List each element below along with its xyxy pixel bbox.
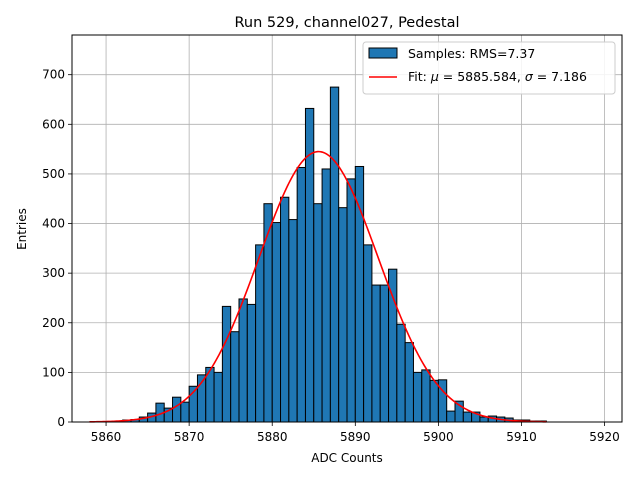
- histogram-bar: [346, 178, 356, 423]
- histogram-bar: [213, 371, 223, 423]
- histogram-bar: [238, 298, 248, 423]
- x-tick-label: 5880: [257, 430, 288, 444]
- y-tick-label: 500: [42, 167, 65, 181]
- histogram-bar: [271, 222, 282, 423]
- x-tick-label: 5870: [174, 430, 205, 444]
- histogram-bar: [371, 284, 381, 423]
- legend-fit-mu-value: = 5885.584,: [439, 69, 525, 84]
- x-axis-label: ADC Counts: [311, 451, 383, 465]
- y-tick-label: 600: [42, 117, 65, 131]
- fit-curve: [89, 150, 547, 423]
- y-tick-label: 100: [42, 365, 65, 379]
- histogram-bar: [313, 203, 323, 423]
- histogram-bar: [296, 166, 306, 423]
- histogram-bar: [429, 379, 439, 423]
- histogram-bar: [180, 401, 190, 423]
- histogram-bar: [412, 371, 423, 423]
- histogram-bar: [354, 165, 365, 423]
- legend-fit-label: Fit: μ = 5885.584, σ = 7.186: [408, 69, 587, 84]
- y-tick-label: 400: [42, 217, 65, 231]
- histogram-bar: [221, 305, 232, 423]
- x-tick-label: 5890: [340, 430, 371, 444]
- legend-histogram-label: Samples: RMS=7.37: [408, 46, 535, 61]
- x-tick-label: 5920: [589, 430, 620, 444]
- histogram-bar: [462, 411, 473, 423]
- histogram-bar: [404, 342, 414, 423]
- histogram-bar: [388, 268, 398, 423]
- histogram-bar: [280, 196, 290, 423]
- histogram-bar: [338, 207, 348, 423]
- histogram-bar: [172, 396, 182, 423]
- y-tick-label: 300: [42, 266, 65, 280]
- histogram-bar: [263, 203, 273, 423]
- legend-fit-prefix: Fit:: [408, 69, 431, 84]
- histogram-bar: [396, 323, 406, 423]
- histogram-bar: [246, 303, 257, 423]
- legend-fit-sigma-value: = 7.186: [533, 69, 587, 84]
- histogram-bar: [255, 244, 265, 423]
- x-axis-ticks: 5860 5870 5880 5890 5900 5910 5920: [91, 422, 620, 444]
- y-tick-label: 0: [57, 415, 65, 429]
- legend-box: [362, 41, 616, 95]
- x-tick-label: 5910: [506, 430, 537, 444]
- y-axis-label: Entries: [15, 208, 29, 250]
- histogram-bar: [421, 369, 431, 423]
- histogram-bar: [329, 86, 340, 423]
- legend: Samples: RMS=7.37 Fit: μ = 5885.584, σ =…: [362, 41, 616, 95]
- y-axis-ticks: 0 100 200 300 400 500 600 700: [42, 68, 72, 429]
- histogram-bar: [363, 244, 373, 423]
- y-tick-label: 200: [42, 316, 65, 330]
- histogram-bar: [479, 416, 489, 423]
- y-tick-label: 700: [42, 68, 65, 82]
- x-tick-label: 5900: [423, 430, 454, 444]
- legend-fit-mu-symbol: μ: [430, 69, 439, 84]
- chart-title: Run 529, channel027, Pedestal: [234, 15, 459, 31]
- histogram-bar: [446, 410, 456, 423]
- histogram-bar: [379, 284, 390, 423]
- histogram-bar: [321, 168, 331, 423]
- legend-fit-sigma-symbol: σ: [525, 69, 534, 84]
- axes-frame: [71, 34, 623, 423]
- histogram-bar: [288, 219, 298, 423]
- x-tick-label: 5860: [91, 430, 122, 444]
- histogram-bar: [230, 331, 240, 423]
- legend-histogram-swatch: [368, 47, 398, 59]
